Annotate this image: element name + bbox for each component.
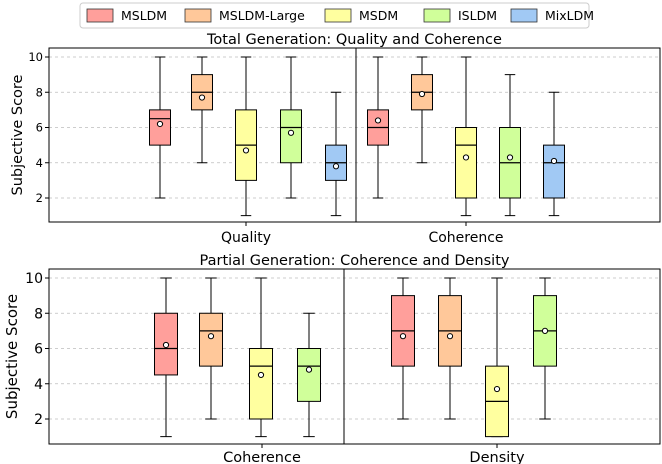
legend-swatch — [510, 8, 538, 23]
mean-marker — [550, 157, 558, 165]
mean-marker — [399, 333, 407, 340]
x-group-label: Density — [469, 450, 525, 464]
y-tick-label: 4 — [34, 377, 43, 393]
panel-title: Total Generation: Quality and Coherence — [206, 32, 502, 48]
iqr-box — [280, 109, 302, 164]
iqr-box — [149, 109, 171, 146]
legend-swatch — [86, 8, 114, 23]
mean-marker — [506, 154, 514, 161]
box-msdm — [249, 277, 273, 438]
y-tick-label: 4 — [36, 156, 43, 170]
mean-marker — [287, 129, 295, 136]
box-msldm-large — [411, 56, 433, 164]
iqr-box — [297, 348, 321, 402]
box-msldm-large — [191, 56, 213, 164]
y-tick-label: 2 — [36, 191, 43, 205]
mean-marker — [207, 333, 215, 340]
iqr-box — [199, 312, 223, 367]
box-isldm — [533, 277, 557, 420]
mean-marker — [305, 366, 313, 373]
box-msdm — [485, 277, 509, 438]
mean-marker — [162, 341, 170, 349]
y-axis-label: Subjective Score — [10, 74, 26, 195]
box-msldm-large — [199, 277, 223, 420]
box-msldm — [391, 277, 415, 420]
iqr-box — [249, 348, 273, 420]
mean-marker — [332, 163, 340, 170]
iqr-box — [455, 127, 477, 199]
legend-swatch — [324, 8, 352, 23]
legend-swatch — [184, 8, 212, 23]
y-axis-label: Subjective Score — [3, 294, 21, 419]
y-tick-label: 8 — [36, 85, 43, 99]
plot-frame — [48, 268, 661, 445]
legend: MSLDM MSLDM-Large MSDM ISLDM MixLDM — [79, 2, 594, 29]
mean-marker — [198, 94, 206, 101]
mean-marker — [257, 371, 265, 379]
legend-label: MixLDM — [545, 8, 594, 23]
box-msldm — [149, 56, 171, 199]
mean-marker — [462, 154, 470, 161]
legend-label: MSLDM — [121, 8, 167, 23]
legend-swatch — [423, 8, 451, 23]
mean-marker — [242, 147, 250, 154]
box-isldm — [297, 312, 321, 438]
y-tick-label: 6 — [36, 121, 43, 135]
box-mixldm — [543, 91, 565, 217]
x-group-label: Coherence — [223, 450, 301, 464]
x-group-label: Coherence — [428, 230, 503, 246]
mean-marker — [374, 117, 382, 124]
legend-label: ISLDM — [458, 8, 497, 23]
box-isldm — [280, 56, 302, 199]
box-msldm-large — [438, 277, 462, 420]
box-mixldm — [325, 91, 347, 217]
plot-frame — [48, 47, 661, 223]
y-tick-label: 10 — [25, 271, 43, 287]
box-msdm — [235, 56, 257, 217]
mean-marker — [541, 327, 549, 334]
x-group-label: Quality — [221, 230, 271, 246]
panel-title: Partial Generation: Coherence and Densit… — [200, 253, 510, 269]
mean-marker — [156, 120, 164, 128]
box-msldm — [367, 56, 389, 199]
box-isldm — [499, 74, 521, 217]
y-tick-label: 10 — [28, 50, 43, 64]
legend-label: MSLDM-Large — [219, 8, 305, 23]
mean-marker — [446, 333, 454, 340]
iqr-box — [543, 144, 565, 199]
box-msldm — [154, 277, 178, 438]
y-tick-label: 8 — [34, 306, 43, 322]
y-tick-label: 2 — [34, 412, 43, 428]
box-msdm — [455, 56, 477, 217]
legend-label: MSDM — [359, 8, 398, 23]
y-tick-label: 6 — [34, 342, 43, 358]
mean-marker — [418, 90, 426, 98]
mean-marker — [493, 385, 501, 393]
